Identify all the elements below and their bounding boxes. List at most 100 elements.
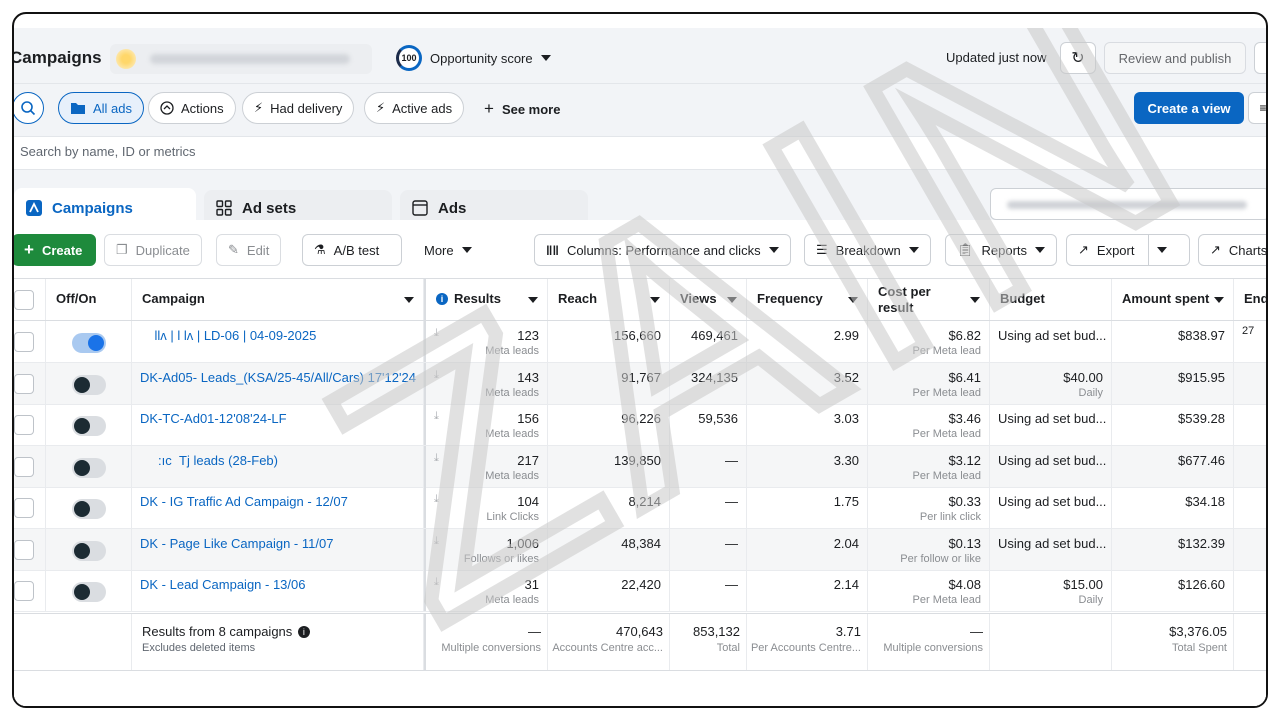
campaign-name-link[interactable]: DK - Lead Campaign - 13/06 [140, 577, 306, 592]
row-checkbox[interactable] [14, 456, 34, 477]
search-input[interactable] [20, 144, 620, 159]
row-checkbox[interactable] [14, 415, 34, 435]
col-amount-spent[interactable]: Amount spent [1112, 279, 1234, 320]
delivery-toggle[interactable] [72, 499, 106, 519]
filter-active-ads[interactable]: ⚡︎ Active ads [364, 92, 465, 124]
row-cpr-cell: $3.12 Per Meta lead [868, 445, 990, 487]
filter-had-delivery[interactable]: ⚡︎ Had delivery [242, 92, 355, 124]
row-ends-cell [1234, 446, 1266, 487]
breakdown-button[interactable]: ☰ Breakdown [804, 234, 931, 266]
row-results-cell: ⤓ 143 Meta leads [424, 362, 548, 404]
settings-slider-button[interactable]: ≡ [1248, 92, 1266, 124]
row-views-cell: — [670, 570, 747, 611]
budget-sub: Daily [1078, 594, 1103, 606]
account-avatar [116, 49, 136, 69]
row-campaign-cell: DK - Page Like Campaign - 11/07 [132, 528, 424, 570]
chevron-down-icon [727, 297, 737, 303]
frequency-value: 3.52 [833, 369, 859, 385]
tab-ads-label: Ads [438, 199, 467, 217]
campaigns-table: Off/On Campaign i Results Reach Views Fre… [14, 278, 1268, 706]
lightning-icon: ⚡︎ [254, 100, 264, 115]
row-select-cell [14, 321, 46, 362]
account-name-blurred [150, 54, 350, 64]
row-checkbox[interactable] [14, 498, 34, 518]
table-row[interactable]: DK - Lead Campaign - 13/06 ⤓ 31 Meta leads… [14, 570, 1266, 612]
frequency-value: 1.75 [833, 494, 859, 509]
campaign-name-link[interactable]: DK-TC-Ad01-12'08'24-LF [140, 411, 287, 426]
col-results[interactable]: i Results [424, 279, 548, 320]
delivery-toggle[interactable] [72, 416, 106, 436]
export-button[interactable]: ↗ Export [1066, 234, 1190, 266]
delivery-toggle[interactable] [72, 374, 106, 395]
opportunity-score[interactable]: 100 Opportunity score [396, 45, 551, 71]
table-row[interactable]: DK - IG Traffic Ad Campaign - 12/07 ⤓ 104… [14, 487, 1266, 529]
reports-button[interactable]: 📋︎ Reports [945, 234, 1058, 266]
col-reach[interactable]: Reach [548, 279, 670, 320]
create-view-button[interactable]: Create a view [1134, 92, 1244, 124]
cpr-value: $0.13 [948, 535, 981, 551]
row-views-cell: 59,536 [670, 404, 747, 445]
amount-value: $126.60 [1178, 577, 1225, 592]
table-row[interactable]: :ıc Tj leads (28-Feb) ⤓ 217 Meta leads 139… [14, 445, 1266, 488]
row-results-cell: ⤓ 31 Meta leads [424, 570, 548, 611]
row-amount-cell: $838.97 [1112, 321, 1234, 362]
results-value: 217 [517, 452, 539, 468]
table-row[interactable]: llʌ | l lʌ | LD-06 | 04-09-2025 ⤓ 123 Meta… [14, 321, 1266, 363]
col-results-label: Results [454, 291, 501, 306]
filter-actions[interactable]: Actions [148, 92, 236, 124]
campaign-name-link[interactable]: DK - Page Like Campaign - 11/07 [140, 535, 334, 551]
ab-test-button[interactable]: ⚗ A/B test [302, 234, 402, 266]
columns-button[interactable]: ‖‖ Columns: Performance and clicks [534, 234, 791, 266]
col-campaign[interactable]: Campaign [132, 279, 424, 320]
refresh-button[interactable]: ↻ [1060, 42, 1096, 74]
search-toggle-button[interactable] [14, 92, 44, 124]
delivery-toggle[interactable] [72, 540, 106, 561]
cpr-sub: Per Meta lead [912, 469, 981, 482]
amount-value: $34.18 [1185, 494, 1225, 509]
col-amount-label: Amount spent [1122, 291, 1210, 306]
select-all-checkbox[interactable] [14, 290, 34, 310]
campaign-name-link[interactable]: DK-Ad05- Leads_(KSA/25-45/All/Cars) 17'1… [140, 369, 416, 385]
summary-frequency-sub: Per Accounts Centre... [750, 642, 861, 654]
col-budget[interactable]: Budget [990, 279, 1112, 320]
delivery-toggle[interactable] [72, 582, 106, 602]
delivery-toggle[interactable] [72, 457, 106, 478]
see-more-button[interactable]: + See more [484, 99, 560, 119]
summary-amount-value: $3,376.05 [1169, 624, 1227, 639]
table-row[interactable]: DK-TC-Ad01-12'08'24-LF ⤓ 156 Meta leads 96… [14, 404, 1266, 446]
search-row [14, 136, 1266, 170]
col-views[interactable]: Views [670, 279, 747, 320]
cpr-sub: Per Meta lead [912, 594, 981, 606]
results-sub: Meta leads [485, 386, 539, 399]
col-offon[interactable]: Off/On [46, 279, 132, 320]
refresh-icon: ↻ [1071, 50, 1085, 67]
account-selector[interactable] [110, 44, 372, 74]
edit-button[interactable]: ✎ Edit [216, 234, 282, 266]
row-checkbox[interactable] [14, 332, 34, 352]
col-ends[interactable]: End [1244, 291, 1268, 306]
table-row[interactable]: DK - Page Like Campaign - 11/07 ⤓ 1,006 Fo… [14, 528, 1266, 571]
campaign-name-link[interactable]: DK - IG Traffic Ad Campaign - 12/07 [140, 494, 348, 509]
create-button[interactable]: + Create [14, 234, 96, 266]
more-button[interactable]: More [412, 234, 484, 266]
date-range-picker[interactable] [990, 188, 1266, 220]
charts-button[interactable]: ↗ Charts [1198, 234, 1266, 266]
row-ends-cell [1234, 529, 1266, 570]
table-row[interactable]: DK-Ad05- Leads_(KSA/25-45/All/Cars) 17'1… [14, 362, 1266, 405]
campaign-name-link[interactable]: llʌ | l lʌ | LD-06 | 04-09-2025 [140, 328, 317, 343]
row-checkbox[interactable] [14, 581, 34, 601]
col-cost-per-result[interactable]: Cost per result [868, 279, 990, 320]
breakdown-label: Breakdown [835, 242, 901, 258]
campaign-name-link[interactable]: :ıc Tj leads (28-Feb) [140, 452, 278, 468]
overflow-button[interactable] [1254, 42, 1266, 74]
col-frequency[interactable]: Frequency [747, 279, 868, 320]
filter-all-ads[interactable]: All ads [58, 92, 145, 124]
row-checkbox[interactable] [14, 373, 34, 394]
row-checkbox[interactable] [14, 539, 34, 560]
folder-icon [71, 103, 85, 114]
duplicate-button[interactable]: ❐ Duplicate [104, 234, 202, 266]
lightning-icon: ⚡︎ [376, 100, 386, 115]
reach-value: 91,767 [621, 369, 661, 385]
review-publish-button[interactable]: Review and publish [1104, 42, 1246, 74]
delivery-toggle[interactable] [72, 333, 106, 353]
